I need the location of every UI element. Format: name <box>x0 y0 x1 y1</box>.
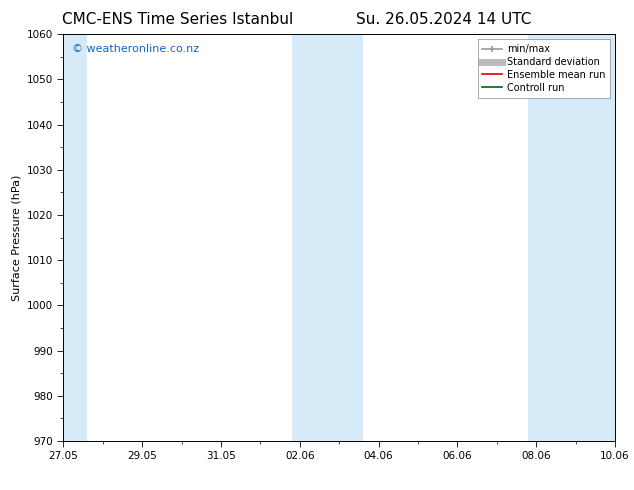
Text: Su. 26.05.2024 14 UTC: Su. 26.05.2024 14 UTC <box>356 12 531 27</box>
Bar <box>528 34 615 441</box>
Y-axis label: Surface Pressure (hPa): Surface Pressure (hPa) <box>11 174 21 301</box>
Legend: min/max, Standard deviation, Ensemble mean run, Controll run: min/max, Standard deviation, Ensemble me… <box>477 39 610 98</box>
Bar <box>292 34 363 441</box>
Bar <box>63 34 87 441</box>
Text: CMC-ENS Time Series Istanbul: CMC-ENS Time Series Istanbul <box>62 12 293 27</box>
Text: © weatheronline.co.nz: © weatheronline.co.nz <box>72 45 199 54</box>
